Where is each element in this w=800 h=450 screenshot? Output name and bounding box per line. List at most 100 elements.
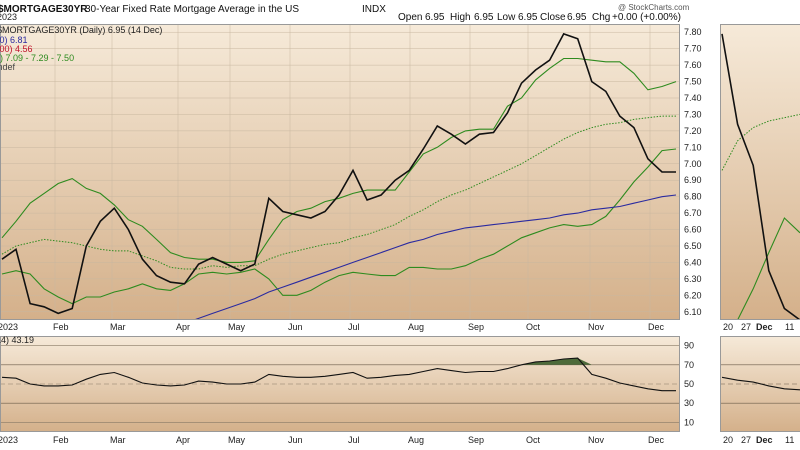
zoom-x-tick: 27 xyxy=(741,322,751,332)
zoom-rsi-line xyxy=(721,376,800,391)
price-y-tick: 6.40 xyxy=(684,257,702,267)
zoom-price-line xyxy=(721,33,800,320)
zoom-x-axis: 20 20 27 27 Dec Dec 11 11 xyxy=(723,322,794,445)
price-x-tick: Oct xyxy=(526,322,541,332)
zoom-rsi-x-tick: 20 xyxy=(723,435,733,445)
price-x-tick: Apr xyxy=(176,322,190,332)
rsi-x-tick: Oct xyxy=(526,435,541,445)
price-y-tick: 6.20 xyxy=(684,290,702,300)
price-x-tick: May xyxy=(228,322,246,332)
price-y-tick: 6.30 xyxy=(684,274,702,284)
rsi-x-tick: May xyxy=(228,435,246,445)
zoom-x-tick: Dec xyxy=(756,322,773,332)
price-x-tick: Nov xyxy=(588,322,605,332)
price-y-tick: 7.00 xyxy=(684,159,702,169)
ohlc-open-value: 6.95 xyxy=(425,12,445,23)
rsi-x-tick: Jun xyxy=(288,435,303,445)
ohlc-high-label: High xyxy=(450,12,471,23)
zoom-x-tick: 11 xyxy=(785,322,794,332)
rsi-series-group xyxy=(1,357,676,392)
rsi-panel-border xyxy=(0,336,680,432)
price-x-tick: Jul xyxy=(348,322,360,332)
bollinger-lower-line xyxy=(1,148,677,305)
rsi-x-tick: Sep xyxy=(468,435,484,445)
price-y-tick: 6.70 xyxy=(684,208,702,218)
price-y-tick: 7.30 xyxy=(684,109,702,119)
chart-title: 30-Year Fixed Rate Mortgage Average in t… xyxy=(85,4,299,15)
price-x-tick: Jun xyxy=(288,322,303,332)
price-x-tick: Feb xyxy=(53,322,69,332)
price-y-tick: 7.70 xyxy=(684,44,702,54)
price-y-axis: 7.80 7.70 7.60 7.50 7.40 7.30 7.20 7.10 7.00 6.90… xyxy=(684,27,702,317)
zoom-price-panel-bg xyxy=(720,24,800,320)
ohlc-open-label: Open xyxy=(398,12,422,23)
legend-ma50: MA(50) 6.81 xyxy=(0,35,28,45)
price-y-tick: 7.10 xyxy=(684,142,702,152)
zoom-rsi-x-tick: Dec xyxy=(756,435,773,445)
price-x-tick: 2023 xyxy=(0,322,18,332)
ohlc-close-label: Close xyxy=(540,12,566,23)
price-panel-bg xyxy=(0,24,680,320)
price-x-tick: Aug xyxy=(408,322,424,332)
price-y-tick: 7.60 xyxy=(684,60,702,70)
rsi-x-tick: Mar xyxy=(110,435,126,445)
symbol-label: $MORTGAGE30YR xyxy=(0,4,88,15)
rsi-y-axis: 90 70 50 30 10 xyxy=(684,341,694,428)
zoom-rsi-x-tick: 11 xyxy=(785,435,794,445)
zoom-rsi-series-group xyxy=(720,364,800,404)
price-x-axis: 2023 Feb Mar Apr May Jun Jul Aug Sep Oct Nov Dec xyxy=(0,322,665,332)
legend-price: $MORTGAGE30YR (Daily) 6.95 (14 Dec) xyxy=(0,25,162,35)
zoom-rsi-panel-border xyxy=(720,336,800,432)
price-x-tick: Mar xyxy=(110,322,126,332)
rsi-x-tick: Nov xyxy=(588,435,605,445)
legend-date-fragment: -2023 xyxy=(0,12,17,22)
stockcharts-watermark: @ StockCharts.com xyxy=(618,3,690,12)
ohlc-high-value: 6.95 xyxy=(474,12,494,23)
rsi-y-tick: 70 xyxy=(684,360,694,370)
rsi-x-tick: Jul xyxy=(348,435,360,445)
ohlc-chg-label: Chg xyxy=(592,12,610,23)
price-gridlines xyxy=(0,24,680,320)
rsi-y-tick: 30 xyxy=(684,398,694,408)
zoom-x-tick: 20 xyxy=(723,322,733,332)
price-x-tick: Dec xyxy=(648,322,665,332)
price-x-tick: Sep xyxy=(468,322,484,332)
rsi-x-tick: Dec xyxy=(648,435,665,445)
rsi-legend: RSI(14) 43.19 xyxy=(0,335,34,345)
ohlc-close-value: 6.95 xyxy=(567,12,587,23)
legend-ma200: MA(200) 4.56 xyxy=(0,44,33,54)
price-series-group xyxy=(1,32,677,320)
ohlc-low-label: Low xyxy=(497,12,516,23)
bollinger-upper-line xyxy=(1,57,677,263)
rsi-x-axis: 2023 Feb Mar Apr May Jun Jul Aug Sep Oct Nov Dec xyxy=(0,435,665,445)
legend-volume: Volume undef xyxy=(0,62,16,72)
zoom-series-group xyxy=(721,33,800,320)
price-y-tick: 7.40 xyxy=(684,93,702,103)
rsi-x-tick: 2023 xyxy=(0,435,18,445)
rsi-y-tick: 50 xyxy=(684,379,694,389)
exchange-label: INDX xyxy=(362,4,386,15)
price-y-tick: 6.80 xyxy=(684,192,702,202)
price-line xyxy=(1,32,676,315)
ma50-line xyxy=(192,194,677,320)
ohlc-low-value: 6.95 xyxy=(518,12,538,23)
rsi-y-tick: 10 xyxy=(684,417,694,427)
price-y-tick: 7.80 xyxy=(684,27,702,37)
bollinger-middle-line xyxy=(1,115,676,270)
rsi-y-tick: 90 xyxy=(684,341,694,351)
zoom-rsi-x-tick: 27 xyxy=(741,435,751,445)
zoom-price-panel-border xyxy=(720,24,800,320)
price-y-tick: 7.50 xyxy=(684,77,702,87)
ohlc-chg-value: +0.00 (+0.00%) xyxy=(612,12,681,23)
rsi-x-tick: Apr xyxy=(176,435,190,445)
rsi-x-tick: Aug xyxy=(408,435,424,445)
legend-bollinger: BB(20,2.0) 7.09 - 7.29 - 7.50 xyxy=(0,53,74,63)
zoom-bollinger-middle-line xyxy=(721,113,800,171)
price-y-tick: 6.60 xyxy=(684,225,702,235)
rsi-line xyxy=(1,357,676,392)
zoom-bollinger-lower-line xyxy=(737,217,800,320)
price-y-tick: 6.50 xyxy=(684,241,702,251)
price-panel-border xyxy=(0,24,680,320)
